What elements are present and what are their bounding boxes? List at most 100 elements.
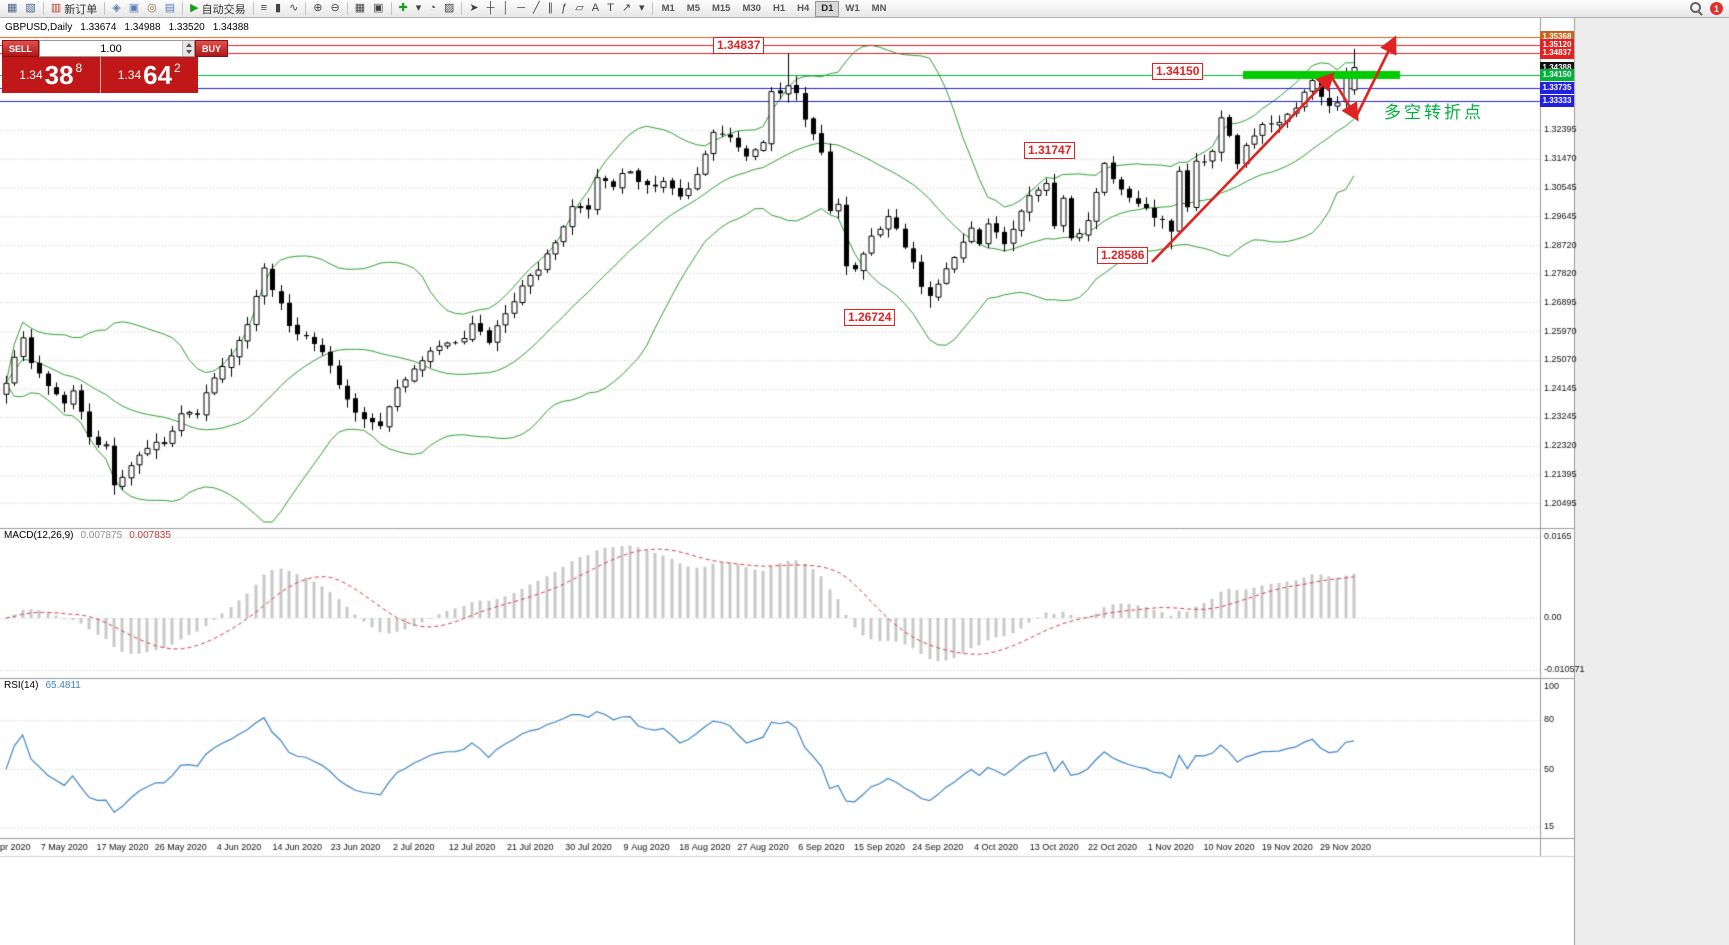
price-axis-badge: 1.33333 bbox=[1540, 94, 1574, 107]
indicators-icon[interactable]: ✚ bbox=[395, 1, 412, 17]
price-flag[interactable]: 1.34837 bbox=[713, 37, 765, 54]
autotrading-button-label: 自动交易 bbox=[201, 3, 246, 16]
price-axis-badge: 1.34150 bbox=[1540, 68, 1574, 81]
arrows-icon[interactable]: ↗ bbox=[618, 1, 635, 17]
search-lens bbox=[1690, 2, 1701, 13]
templates-icon[interactable]: ▨ bbox=[440, 1, 458, 17]
channel-icon[interactable]: ∥ bbox=[544, 1, 558, 17]
timeframe-m30[interactable]: M30 bbox=[736, 1, 766, 17]
toolbar-separator bbox=[182, 2, 184, 15]
price-chart-canvas[interactable] bbox=[0, 18, 1729, 945]
chart-annotation-text[interactable]: 多空转折点 bbox=[1384, 103, 1484, 122]
ohlc-close: 1.34388 bbox=[212, 22, 249, 33]
autotrading-button[interactable]: ▶ 自动交易 bbox=[186, 1, 249, 17]
terminal-icon[interactable]: ▤ bbox=[161, 1, 179, 17]
buy-price-big: 64 bbox=[143, 60, 173, 90]
timeframe-w1[interactable]: W1 bbox=[839, 1, 865, 17]
zoom-out-icon[interactable]: ⊖ bbox=[327, 1, 344, 17]
text-icon[interactable]: A bbox=[588, 1, 603, 17]
data-window-icon: ▣ bbox=[128, 2, 140, 14]
ohlc-open: 1.33674 bbox=[80, 22, 117, 33]
sell-button[interactable]: SELL bbox=[2, 40, 40, 57]
label-icon[interactable]: T bbox=[603, 1, 618, 17]
candlestick-chart-icon[interactable]: ▮ bbox=[271, 1, 285, 17]
price-flag[interactable]: 1.26724 bbox=[844, 309, 896, 326]
timeframe-mn[interactable]: MN bbox=[866, 1, 893, 17]
profiles-icon: ▧ bbox=[25, 2, 36, 14]
toolbar-separator bbox=[104, 2, 106, 15]
volume-up-icon[interactable] bbox=[183, 41, 195, 49]
bar-chart-icon[interactable]: ≡ bbox=[257, 1, 271, 17]
volume-input[interactable] bbox=[40, 41, 183, 56]
zoom-in-icon[interactable]: ⊕ bbox=[309, 1, 326, 17]
price-axis-badge: 1.33735 bbox=[1540, 81, 1574, 94]
shapes-icon: ▱ bbox=[575, 2, 584, 14]
new-order-button[interactable]: ▥ 新订单 bbox=[47, 1, 101, 17]
timeframe-h4[interactable]: H4 bbox=[791, 1, 815, 17]
profiles-icon[interactable]: ▧ bbox=[21, 1, 39, 17]
crosshair-icon: ┼ bbox=[486, 2, 495, 14]
horizontal-line-icon[interactable]: ─ bbox=[513, 1, 529, 17]
new-order-button-label: 新订单 bbox=[64, 3, 98, 16]
price-flag[interactable]: 1.28586 bbox=[1097, 247, 1149, 264]
indicators-dropdown-icon[interactable]: ▾ bbox=[412, 1, 426, 17]
buy-price[interactable]: 1.34 64 2 bbox=[101, 57, 199, 93]
chart-title-ohlc: GBPUSD,Daily 1.33674 1.34988 1.33520 1.3… bbox=[5, 22, 249, 33]
market-watch-icon: ◈ bbox=[112, 2, 121, 14]
price-axis-badge: 1.34837 bbox=[1540, 47, 1574, 60]
toolbar-separator bbox=[252, 2, 254, 15]
timeframe-h1[interactable]: H1 bbox=[767, 1, 791, 17]
arrows-icon: ↗ bbox=[621, 2, 632, 14]
trade-panel-header: SELL BUY bbox=[2, 40, 229, 57]
new-chart-icon[interactable]: ▦ bbox=[3, 1, 21, 17]
price-flag[interactable]: 1.34150 bbox=[1152, 63, 1204, 80]
sell-price[interactable]: 1.34 38 8 bbox=[2, 57, 101, 93]
bar-chart-icon: ≡ bbox=[260, 2, 267, 14]
search-icon[interactable] bbox=[1689, 1, 1704, 16]
macd-value-2: 0.007835 bbox=[129, 530, 171, 541]
price-flag[interactable]: 1.31747 bbox=[1024, 142, 1076, 159]
ohlc-low: 1.33520 bbox=[168, 22, 205, 33]
rsi-indicator-label: RSI(14) 65.4811 bbox=[4, 680, 81, 691]
indicators-icon: ✚ bbox=[398, 2, 408, 14]
arrange-windows-icon: ▣ bbox=[373, 2, 384, 14]
timeframe-d1[interactable]: D1 bbox=[815, 0, 840, 17]
vertical-line-icon: │ bbox=[502, 2, 510, 14]
ohlc-high: 1.34988 bbox=[124, 22, 161, 33]
cursor-icon[interactable]: ➤ bbox=[465, 1, 482, 17]
timeframe-m1[interactable]: M1 bbox=[656, 1, 681, 17]
fibonacci-icon[interactable]: ƒ bbox=[557, 1, 571, 17]
market-watch-icon[interactable]: ◈ bbox=[108, 1, 124, 17]
sell-price-pip: 8 bbox=[75, 61, 83, 75]
volume-spinner bbox=[182, 41, 195, 56]
timeframe-m15[interactable]: M15 bbox=[706, 1, 736, 17]
vertical-line-icon[interactable]: │ bbox=[498, 1, 513, 17]
buy-button[interactable]: BUY bbox=[195, 40, 229, 57]
toolbar-separator bbox=[305, 2, 307, 15]
timeframe-m5[interactable]: M5 bbox=[681, 1, 706, 17]
navigator-icon[interactable]: ◎ bbox=[143, 1, 161, 17]
candlestick-chart-icon: ▮ bbox=[275, 2, 282, 14]
volume-field bbox=[39, 40, 196, 57]
line-chart-icon[interactable]: ∿ bbox=[285, 1, 302, 17]
buy-price-pip: 2 bbox=[174, 61, 181, 75]
periods-icon[interactable]: ◔ bbox=[425, 1, 440, 17]
one-click-trading-panel: SELL BUY 1.34 38 8 1.34 64 2 bbox=[2, 40, 229, 93]
shapes-icon[interactable]: ▱ bbox=[571, 1, 587, 17]
trade-panel-prices: 1.34 38 8 1.34 64 2 bbox=[2, 57, 198, 93]
volume-down-icon[interactable] bbox=[183, 48, 195, 56]
arrows-dropdown-icon[interactable]: ▾ bbox=[635, 1, 649, 17]
data-window-icon[interactable]: ▣ bbox=[125, 1, 143, 17]
toolbar-separator bbox=[346, 2, 348, 15]
trendline-icon[interactable]: ╱ bbox=[529, 1, 544, 17]
sell-price-prefix: 1.34 bbox=[19, 68, 43, 82]
rsi-value: 65.4811 bbox=[45, 680, 81, 691]
fibonacci-icon: ƒ bbox=[561, 2, 568, 14]
autotrading-icon: ▶ bbox=[190, 2, 199, 14]
crosshair-icon[interactable]: ┼ bbox=[483, 1, 499, 17]
notification-badge[interactable]: 1 bbox=[1710, 2, 1723, 15]
arrange-windows-icon[interactable]: ▣ bbox=[369, 1, 387, 17]
tile-windows-icon[interactable]: ▦ bbox=[351, 1, 369, 17]
cursor-icon: ➤ bbox=[469, 2, 479, 14]
